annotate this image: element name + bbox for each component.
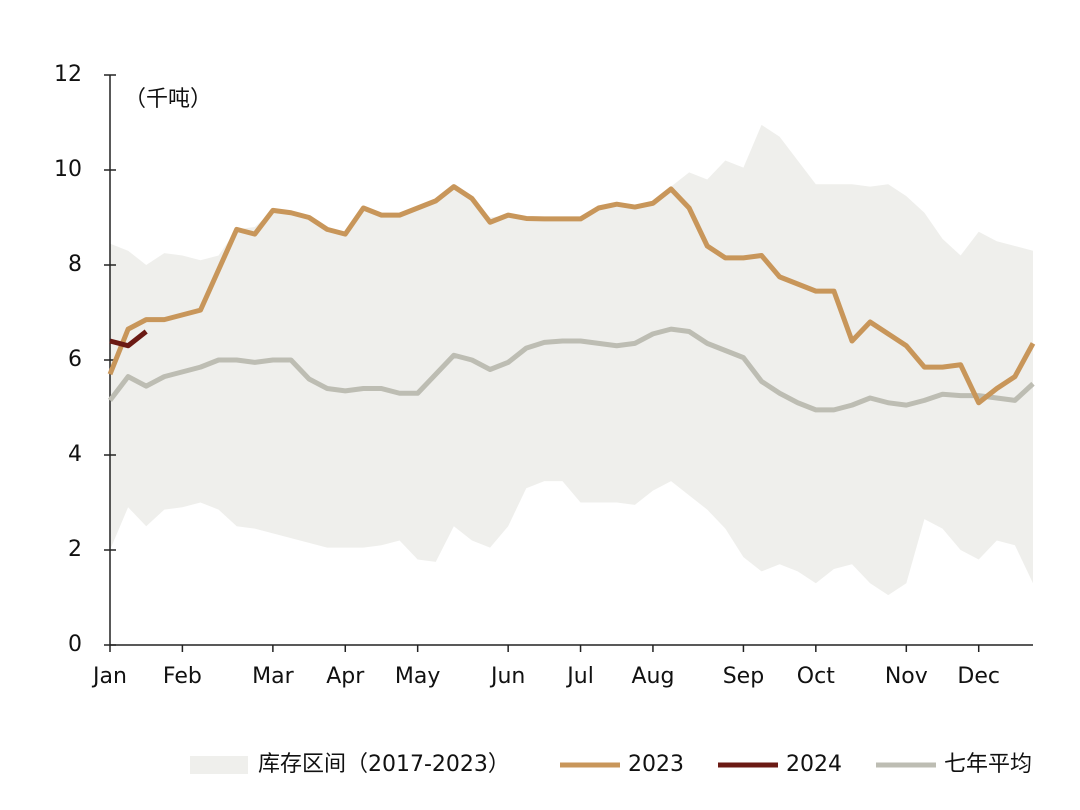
x-tick-label: Sep (723, 664, 764, 689)
x-tick-label: Mar (252, 664, 294, 689)
series-line (108, 326, 1035, 413)
y-tick-label: 8 (68, 252, 82, 277)
x-tick-label: Jun (489, 664, 525, 689)
x-tick-label: May (395, 664, 440, 689)
y-tick-label: 6 (68, 347, 82, 372)
legend-label: 库存区间（2017-2023） (258, 752, 510, 777)
x-tick-label: Aug (631, 664, 674, 689)
x-tick-label: Dec (957, 664, 1000, 689)
legend-label: 2023 (628, 752, 684, 777)
x-tick-label: Oct (797, 664, 835, 689)
y-tick-label: 12 (54, 62, 82, 87)
y-tick-label: 2 (68, 537, 82, 562)
y-tick-label: 0 (68, 632, 82, 657)
y-tick-label: 10 (54, 157, 82, 182)
series-line (107, 184, 1036, 406)
legend-label: 2024 (786, 752, 842, 777)
unit-label: （千吨） (124, 87, 212, 112)
x-tick-label: Jul (565, 664, 594, 689)
x-tick-label: Jan (91, 664, 127, 689)
x-tick-label: Nov (885, 664, 928, 689)
y-tick-label: 4 (68, 442, 82, 467)
legend-label: 七年平均 (944, 752, 1032, 777)
x-tick-label: Feb (163, 664, 202, 689)
range-band (110, 124, 1033, 596)
legend-swatch (190, 756, 248, 774)
x-tick-label: Apr (326, 664, 365, 689)
series-line (109, 329, 148, 349)
